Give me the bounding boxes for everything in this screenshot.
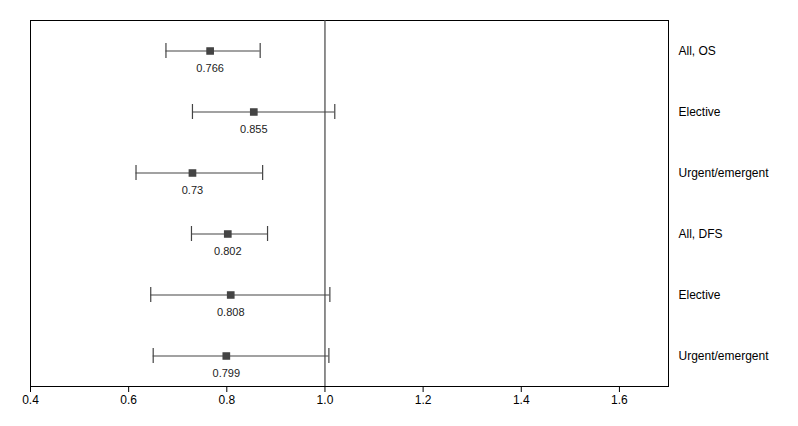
svg-text:0.799: 0.799 [213, 367, 241, 379]
svg-text:0.73: 0.73 [182, 184, 203, 196]
svg-text:1.0: 1.0 [317, 393, 334, 407]
svg-text:0.4: 0.4 [22, 393, 39, 407]
svg-text:1.6: 1.6 [611, 393, 628, 407]
svg-text:All, DFS: All, DFS [679, 227, 723, 241]
svg-text:0.8: 0.8 [218, 393, 235, 407]
svg-text:All, OS: All, OS [679, 44, 716, 58]
svg-text:0.6: 0.6 [120, 393, 137, 407]
svg-text:1.2: 1.2 [415, 393, 432, 407]
svg-text:Urgent/emergent: Urgent/emergent [679, 349, 770, 363]
svg-text:1.4: 1.4 [513, 393, 530, 407]
svg-text:0.808: 0.808 [217, 306, 245, 318]
svg-text:0.855: 0.855 [240, 123, 268, 135]
svg-text:Elective: Elective [679, 105, 721, 119]
svg-text:Elective: Elective [679, 288, 721, 302]
svg-text:0.766: 0.766 [196, 62, 224, 74]
svg-text:Urgent/emergent: Urgent/emergent [679, 166, 770, 180]
svg-text:0.802: 0.802 [214, 245, 242, 257]
